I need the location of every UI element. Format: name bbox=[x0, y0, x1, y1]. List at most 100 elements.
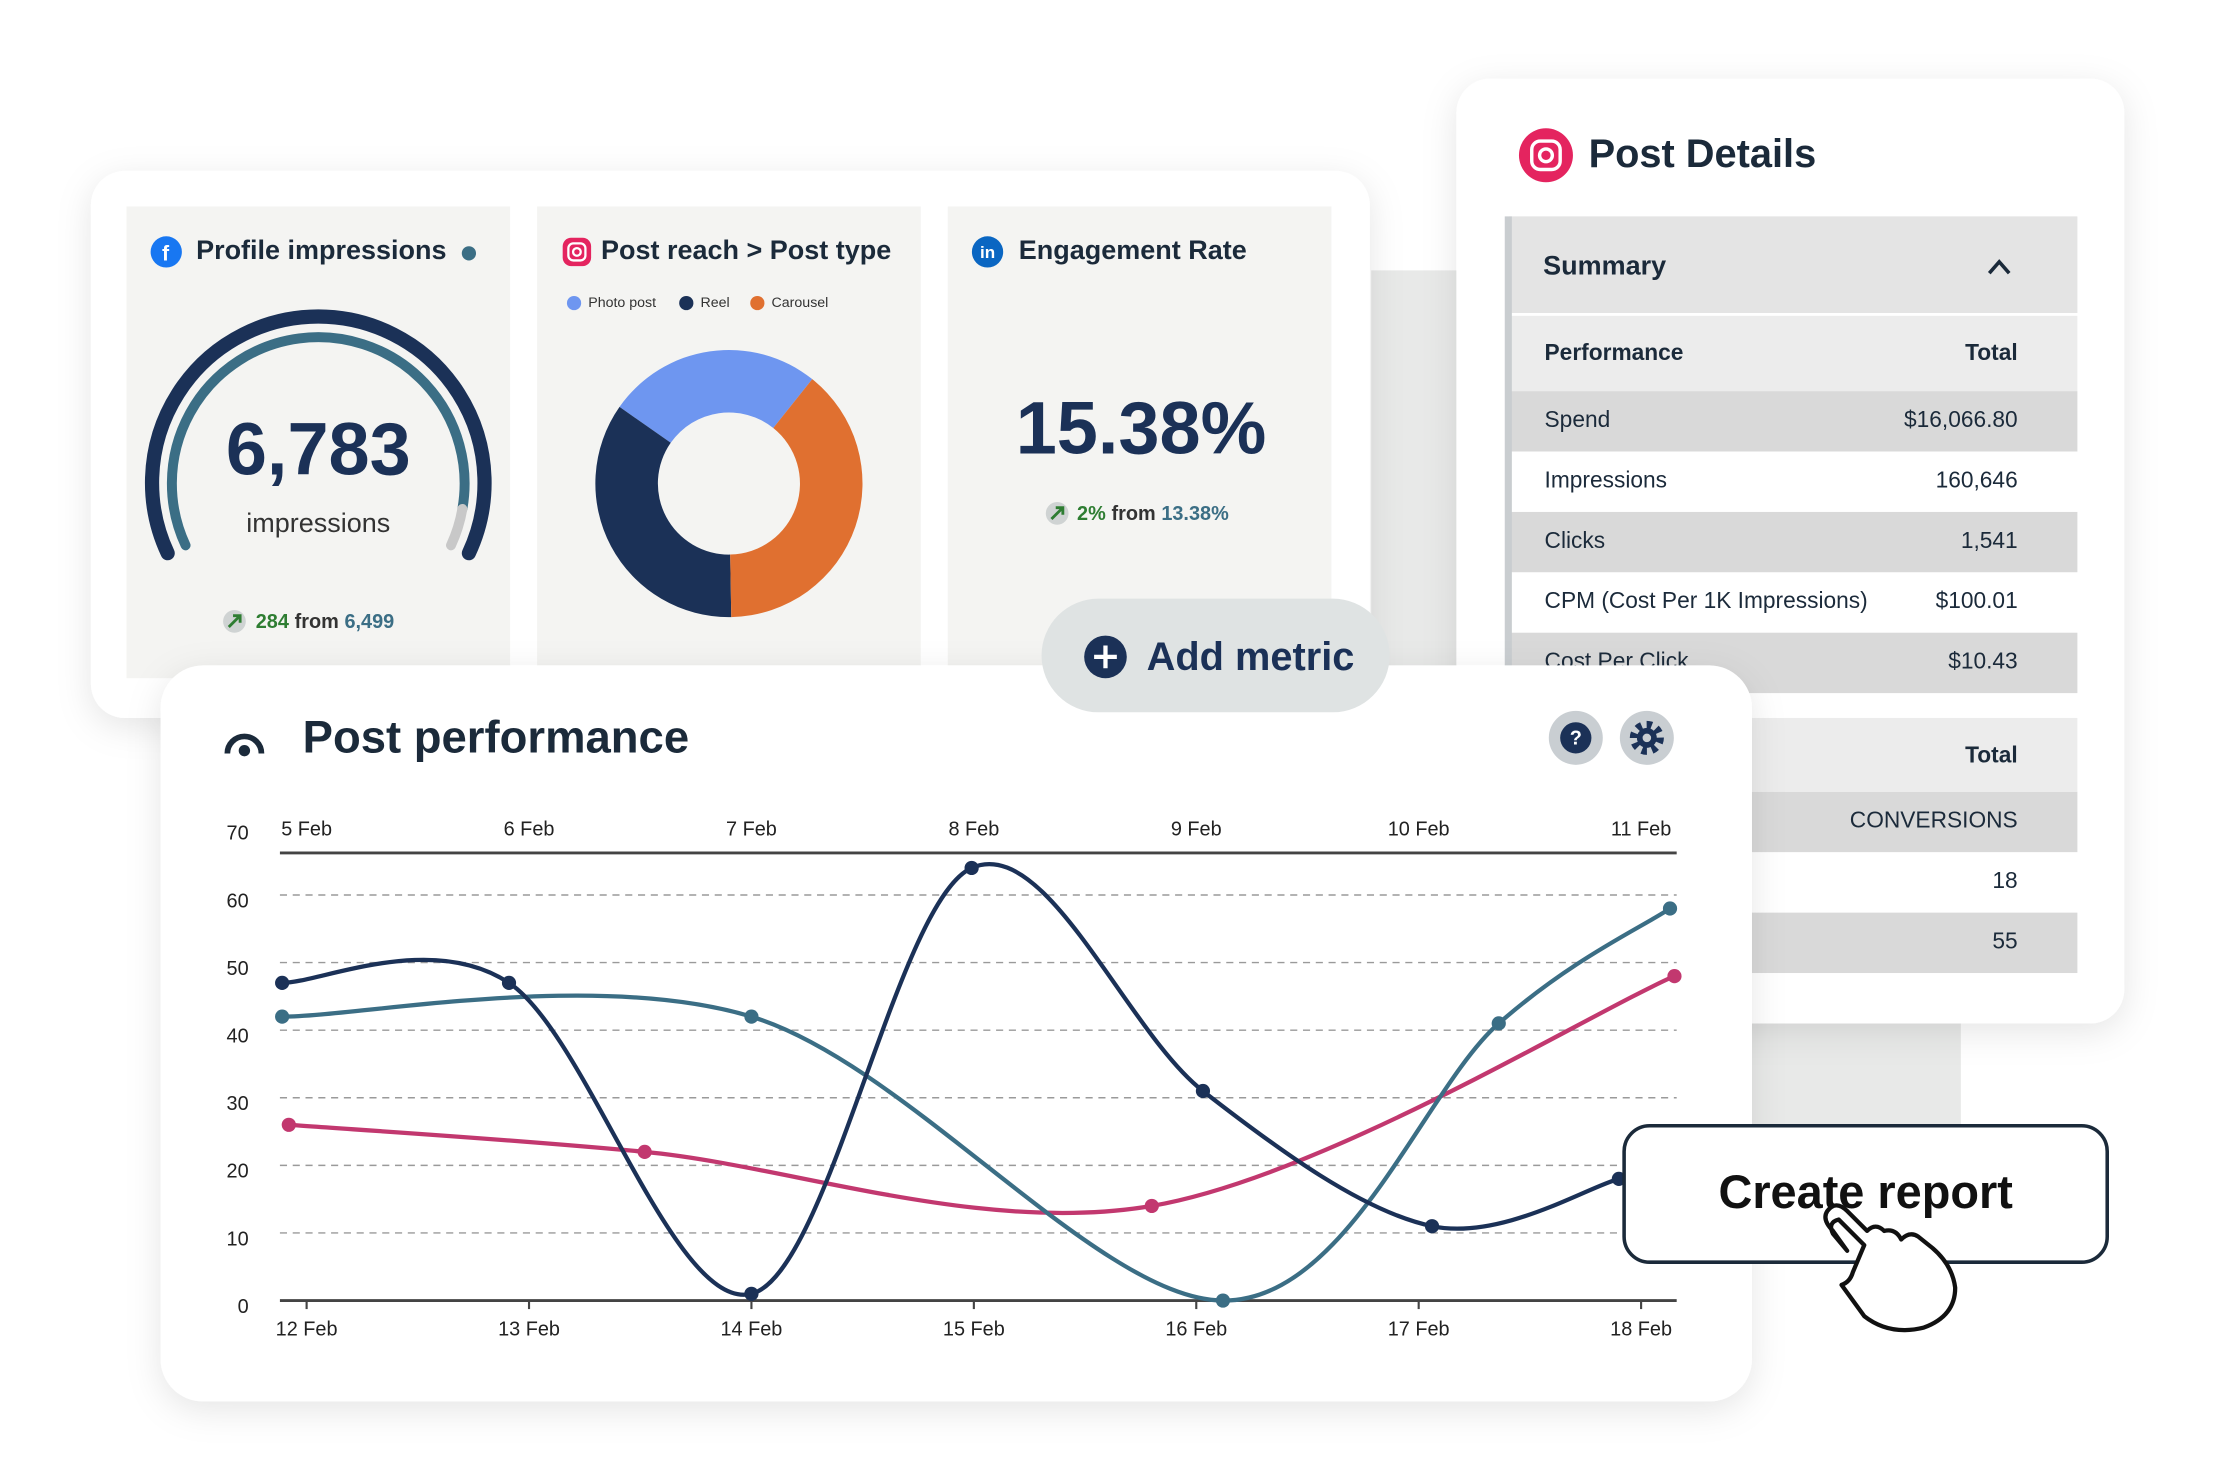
widget-title: Profile impressions bbox=[196, 235, 446, 265]
legend-swatch bbox=[566, 295, 582, 311]
legend-swatch bbox=[750, 295, 765, 311]
previous: 6,499 bbox=[344, 611, 394, 633]
widget-title: Post reach > Post type bbox=[601, 235, 891, 265]
y-tick-label: 50 bbox=[227, 958, 249, 980]
table-row bbox=[1509, 572, 2078, 633]
x2-tick-label: 5 Feb bbox=[281, 818, 332, 840]
facebook-glyph: f bbox=[162, 241, 170, 265]
row-value: 160,646 bbox=[1936, 466, 2018, 492]
x2-tick-label: 9 Feb bbox=[1171, 818, 1222, 840]
legend-swatch bbox=[679, 295, 694, 311]
performance-card bbox=[160, 665, 1752, 1402]
help-glyph[interactable]: ? bbox=[1570, 728, 1582, 750]
legend-label: Photo post bbox=[588, 295, 656, 311]
x2-tick-label: 11 Feb bbox=[1611, 818, 1671, 840]
widget-panel bbox=[126, 206, 511, 679]
row-value: $10.43 bbox=[1948, 648, 2018, 674]
add-metric-label[interactable]: Add metric bbox=[1147, 635, 1355, 679]
linkedin-glyph: in bbox=[980, 243, 995, 262]
performance-icon bbox=[238, 744, 251, 757]
x-tick-label: 15 Feb bbox=[943, 1319, 1005, 1341]
series-point bbox=[281, 1117, 296, 1132]
series-line bbox=[282, 862, 1620, 1297]
series-point bbox=[1424, 1219, 1440, 1234]
settings-icon[interactable] bbox=[1629, 720, 1664, 755]
series-line bbox=[288, 974, 1676, 1216]
row-value: 18 bbox=[1992, 867, 2017, 893]
x-tick-label: 18 Feb bbox=[1610, 1319, 1672, 1341]
table-row bbox=[1509, 511, 2078, 573]
change-line: 284 from 6,499 bbox=[256, 611, 394, 633]
from: from bbox=[1111, 503, 1155, 525]
details-title: Post Details bbox=[1589, 132, 1817, 176]
performance-icon bbox=[224, 733, 265, 754]
row-value: 55 bbox=[1992, 927, 2017, 953]
trend-arrow bbox=[227, 614, 242, 629]
series-point bbox=[744, 1009, 759, 1024]
backdrop bbox=[1371, 270, 1471, 676]
legend-label: Carousel bbox=[772, 295, 829, 311]
chart-title: Post performance bbox=[303, 712, 689, 763]
series-point bbox=[501, 975, 517, 990]
summary-header bbox=[1509, 216, 2078, 314]
series-point bbox=[1491, 1016, 1506, 1031]
cursor-hand bbox=[1823, 1203, 1958, 1333]
table-rows: Spend $16,066.80 Impressions 160,646 Clicks 1… bbox=[1509, 391, 2078, 694]
change: 2% bbox=[1077, 503, 1106, 525]
table-row bbox=[1509, 391, 2078, 452]
header-cell: Total bbox=[1965, 741, 2018, 767]
backdrop bbox=[1747, 1016, 1961, 1131]
table-header bbox=[1509, 315, 2078, 392]
change: 284 bbox=[256, 611, 289, 633]
series-point bbox=[1662, 901, 1678, 916]
y-tick-label: 60 bbox=[227, 890, 249, 912]
collapse-icon[interactable] bbox=[1987, 259, 2011, 275]
x-tick-label: 17 Feb bbox=[1388, 1319, 1450, 1341]
header-cell: Performance bbox=[1545, 339, 1684, 365]
big-number: 15.38% bbox=[1016, 386, 1267, 469]
header-cell: Total bbox=[1965, 339, 2018, 365]
x2-tick-label: 7 Feb bbox=[726, 818, 777, 840]
series-point bbox=[964, 860, 979, 876]
status-dot bbox=[461, 246, 477, 261]
y-tick-label: 70 bbox=[227, 823, 249, 845]
x-tick-label: 13 Feb bbox=[498, 1319, 560, 1341]
row-value: $16,066.80 bbox=[1904, 406, 2018, 432]
series-point bbox=[637, 1144, 652, 1159]
x-tick-label: 16 Feb bbox=[1165, 1319, 1227, 1341]
linkedin-icon bbox=[971, 236, 1004, 268]
row-value: 1,541 bbox=[1961, 527, 2018, 553]
row-label: CPM (Cost Per 1K Impressions) bbox=[1545, 587, 1868, 613]
settings-icon[interactable] bbox=[1642, 733, 1652, 743]
table-border bbox=[1504, 216, 1512, 693]
legend-label: Reel bbox=[701, 295, 730, 311]
donut-segment bbox=[730, 379, 863, 618]
instagram-glyph bbox=[1530, 139, 1562, 172]
add-metric-button[interactable] bbox=[1041, 598, 1390, 713]
x-tick-label: 14 Feb bbox=[720, 1319, 782, 1341]
unit-label: impressions bbox=[246, 508, 390, 538]
widget-title: Engagement Rate bbox=[1019, 235, 1247, 265]
trend-arrow bbox=[1050, 506, 1065, 521]
previous: 13.38% bbox=[1161, 503, 1229, 525]
row-label: Spend bbox=[1545, 406, 1611, 432]
instagram-icon bbox=[562, 237, 592, 267]
help-icon[interactable] bbox=[1560, 722, 1592, 754]
facebook-icon bbox=[150, 236, 182, 268]
instagram-glyph bbox=[571, 246, 582, 257]
instagram-glyph bbox=[567, 242, 587, 262]
series-point bbox=[1144, 1198, 1159, 1214]
series-point bbox=[275, 975, 290, 990]
add-icon[interactable] bbox=[1094, 645, 1117, 669]
y-tick-label: 0 bbox=[238, 1296, 249, 1318]
series-point bbox=[744, 1286, 759, 1301]
y-tick-label: 40 bbox=[227, 1026, 249, 1048]
y-tick-label: 30 bbox=[227, 1093, 249, 1115]
change-line: 2% from 13.38% bbox=[1077, 503, 1229, 525]
gauge-progress bbox=[166, 332, 470, 551]
donut-segment bbox=[595, 406, 732, 618]
series-line bbox=[282, 906, 1672, 1303]
create-report-label[interactable]: Create report bbox=[1718, 1166, 2013, 1218]
